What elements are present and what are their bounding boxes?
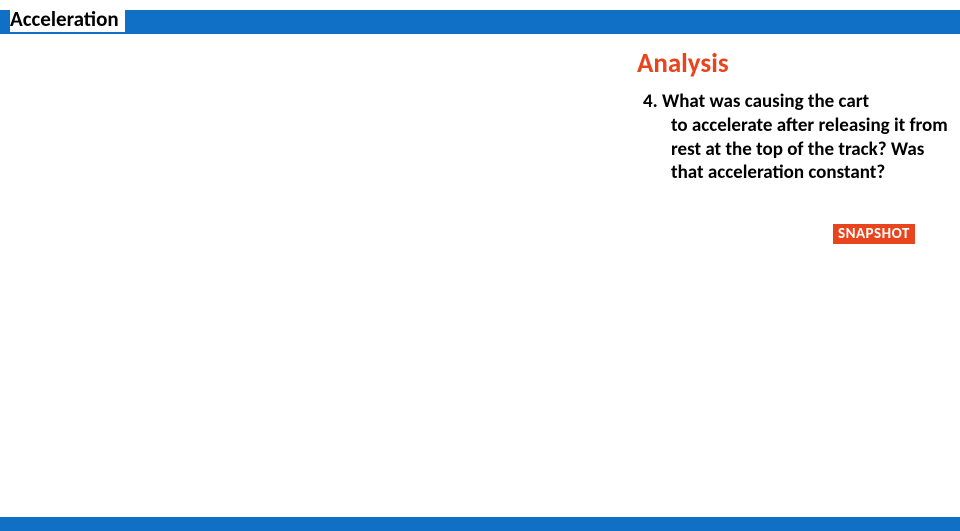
page-title: Acceleration — [10, 6, 125, 32]
question-number: 4. — [643, 90, 658, 113]
section-title: Analysis — [637, 47, 729, 80]
snapshot-badge: SNAPSHOT — [833, 224, 915, 244]
question-block: 4. What was causing the cart to accelera… — [643, 90, 948, 185]
question-first-line: What was causing the cart — [662, 90, 869, 113]
bottom-bar — [0, 517, 960, 531]
slide: Acceleration Analysis 4. What was causin… — [0, 0, 960, 531]
title-bar — [0, 10, 960, 34]
question-rest: to accelerate after releasing it from re… — [643, 114, 948, 185]
